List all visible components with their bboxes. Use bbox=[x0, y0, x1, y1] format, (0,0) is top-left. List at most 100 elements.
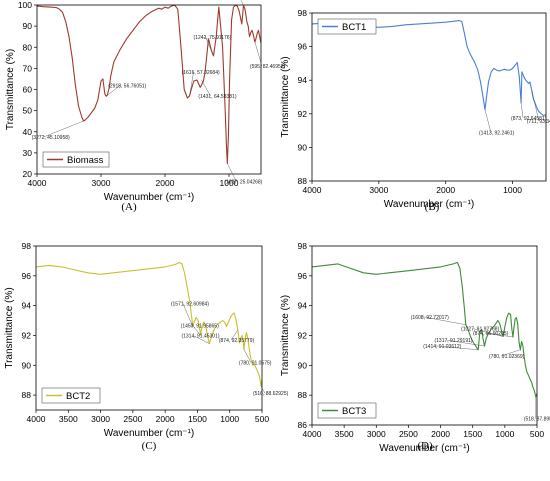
x-tick-label: 4000 bbox=[27, 414, 46, 424]
annotation-leader bbox=[205, 36, 214, 56]
y-tick-label: 20 bbox=[23, 169, 33, 179]
x-tick-label: 4000 bbox=[303, 429, 322, 439]
y-tick-label: 98 bbox=[22, 241, 32, 251]
annotation-leader bbox=[422, 316, 466, 325]
peak-annotation: (518, 87.89575) bbox=[524, 417, 550, 423]
y-tick-label: 100 bbox=[18, 0, 32, 10]
y-axis-label: Transmittance (%) bbox=[280, 56, 291, 137]
x-axis-label: Wavenumber (cm⁻¹) bbox=[384, 199, 474, 210]
x-tick-label: 2000 bbox=[156, 414, 175, 424]
y-tick-label: 96 bbox=[298, 271, 308, 281]
peak-annotation: (1242, 75.91176) bbox=[194, 35, 232, 41]
y-tick-label: 86 bbox=[298, 420, 308, 430]
peak-annotation: (3272, 45.10958) bbox=[32, 135, 70, 141]
x-tick-label: 500 bbox=[255, 414, 269, 424]
annotation-leader bbox=[43, 120, 84, 138]
panel-letter-b: (B) bbox=[425, 201, 440, 213]
annotation-leader bbox=[201, 79, 211, 96]
peak-annotation: (1616, 57.02684) bbox=[182, 70, 220, 76]
peak-annotation: (1414, 91.03612) bbox=[423, 344, 461, 350]
y-tick-label: 96 bbox=[22, 271, 32, 281]
x-tick-label: 2000 bbox=[431, 429, 450, 439]
annotation-leader bbox=[106, 85, 121, 97]
y-tick-label: 94 bbox=[298, 301, 308, 311]
peak-annotation: (1608, 92.72017) bbox=[411, 315, 449, 321]
peak-annotation: (873, 92.64581) bbox=[511, 116, 547, 122]
x-tick-label: 500 bbox=[530, 429, 544, 439]
legend-label-b: BCT1 bbox=[342, 22, 366, 33]
panel-d: 4000 3500 3000 2500 2000 1500 1000 500 86 88 90 92 9… bbox=[280, 241, 550, 454]
peak-annotation: (1413, 92.2461) bbox=[479, 131, 515, 137]
y-tick-label: 96 bbox=[298, 42, 308, 52]
legend-box-c bbox=[41, 387, 101, 404]
x-axis-label: Wavenumber (cm⁻¹) bbox=[104, 192, 194, 203]
annotation-leader bbox=[243, 349, 252, 363]
series-line-d bbox=[311, 261, 538, 398]
peak-annotation: (874, 92.35779) bbox=[219, 338, 255, 344]
peak-annotation: (1450, 91.95865) bbox=[181, 323, 219, 329]
peak-annotation: (711, 93.34962) bbox=[527, 119, 550, 125]
series-line-a bbox=[36, 4, 262, 164]
series-line-c bbox=[35, 261, 263, 387]
x-tick-label: 3000 bbox=[369, 185, 388, 195]
peak-annotation: (1571, 92.60984) bbox=[171, 302, 209, 308]
x-tick-label: 1000 bbox=[220, 178, 239, 188]
y-tick-label: 88 bbox=[298, 176, 308, 186]
y-tick-label: 90 bbox=[298, 360, 308, 370]
series-line-b bbox=[311, 20, 547, 117]
annotation-leader bbox=[240, 0, 244, 6]
x-tick-label: 2500 bbox=[399, 429, 418, 439]
annotation-leader bbox=[182, 303, 194, 327]
annotation-leader bbox=[260, 386, 266, 394]
peak-annotation: (516, 88.62925) bbox=[253, 391, 289, 397]
peak-annotation: (1314, 91.45301) bbox=[181, 334, 219, 340]
legend-box-b bbox=[317, 18, 377, 35]
peak-annotation: (1027, 25.04268) bbox=[224, 179, 262, 185]
annotation-leader bbox=[227, 163, 237, 182]
legend-label-c: BCT2 bbox=[66, 391, 90, 402]
panel-letter-a: (A) bbox=[121, 201, 137, 213]
x-tick-label: 3500 bbox=[59, 414, 78, 424]
annotation-leader bbox=[473, 328, 504, 337]
y-tick-label: 98 bbox=[298, 8, 308, 18]
x-tick-label: 3000 bbox=[91, 414, 110, 424]
y-tick-label: 92 bbox=[298, 331, 308, 341]
panel-b: 4000 3000 2000 1000 88 90 92 94 96 98 Wavenumber (… bbox=[280, 8, 550, 213]
y-tick-label: 50 bbox=[23, 106, 33, 116]
panel-a: 4000 3000 2000 1000 20 30 40 50 60 70 80 90 100 Waven… bbox=[5, 0, 286, 213]
x-axis-label: Wavenumber (cm⁻¹) bbox=[379, 443, 469, 454]
annotation-leader bbox=[531, 91, 540, 122]
annotation-leader bbox=[192, 325, 201, 336]
x-tick-label: 1000 bbox=[220, 414, 239, 424]
legend-label-d: BCT3 bbox=[342, 406, 366, 417]
y-tick-label: 90 bbox=[298, 142, 308, 152]
peak-annotation: (1431, 64.58381) bbox=[198, 94, 236, 100]
annotation-leader bbox=[484, 109, 492, 133]
annotation-leader bbox=[446, 339, 485, 347]
plot-frame-b bbox=[311, 12, 547, 182]
peak-annotation: (2918, 56.76051) bbox=[108, 83, 146, 89]
annotation-leader bbox=[193, 335, 210, 344]
y-axis-label: Transmittance (%) bbox=[4, 287, 15, 368]
y-tick-label: 30 bbox=[23, 148, 33, 158]
x-tick-label: 1000 bbox=[503, 185, 522, 195]
x-axis-label: Wavenumber (cm⁻¹) bbox=[104, 428, 194, 439]
x-tick-label: 2500 bbox=[123, 414, 142, 424]
peak-annotation: (780, 91.0575) bbox=[239, 360, 272, 366]
peak-annotation: (874, 91.90205) bbox=[473, 331, 509, 337]
x-tick-label: 4000 bbox=[303, 185, 322, 195]
legend-box-d bbox=[317, 402, 377, 419]
y-tick-label: 94 bbox=[298, 75, 308, 85]
y-tick-label: 70 bbox=[23, 63, 33, 73]
annotation-leader bbox=[230, 329, 239, 341]
y-tick-label: 88 bbox=[298, 390, 308, 400]
y-tick-label: 90 bbox=[23, 21, 33, 31]
peak-annotation: (780, 91.02369) bbox=[489, 354, 525, 360]
y-tick-label: 60 bbox=[23, 85, 33, 95]
x-tick-label: 4000 bbox=[28, 178, 47, 188]
x-tick-label: 1000 bbox=[495, 429, 514, 439]
y-tick-label: 92 bbox=[22, 330, 32, 340]
peak-annotation: (1317, 91.29191) bbox=[434, 338, 472, 344]
y-tick-label: 40 bbox=[23, 127, 33, 137]
x-tick-label: 3500 bbox=[335, 429, 354, 439]
